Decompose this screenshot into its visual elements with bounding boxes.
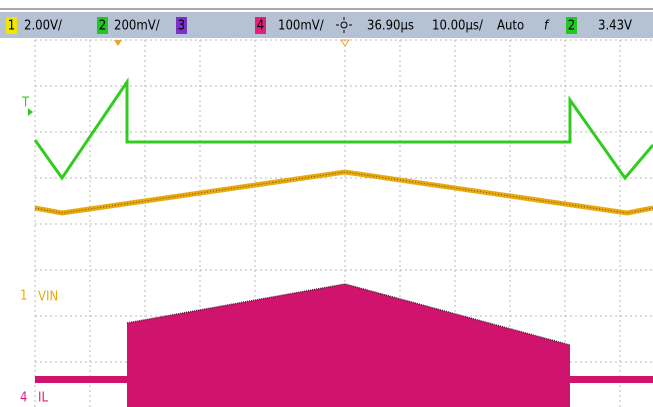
ch2-badge [97,17,108,34]
ch1-noise [34,171,653,214]
il-marker: 4 [20,391,27,406]
ch2-scale: 200mV/ [114,19,160,34]
ch4-envelope [126,283,571,346]
delay: 36.90µs [367,19,414,34]
ch3-badge [176,17,187,34]
ch2-waveform [33,77,653,181]
trigger-level-arrow [28,108,33,116]
vin-marker: 1 [20,289,27,304]
ch4-badge [255,17,266,34]
trigger-source: 2 [568,19,575,34]
timebase: 10.00µs/ [432,19,483,34]
ch3-number: 3 [178,19,185,34]
trigger-level: 3.43V [598,19,632,34]
delay-icon [336,17,352,33]
ch2-number: 2 [99,19,106,34]
vin-label: VIN [38,290,58,305]
ch4-waveform [35,284,653,407]
trigger-mode: Auto [497,19,524,34]
ch1-badge [6,17,17,34]
time-reference-marker [340,39,350,47]
trigger-level-marker: T [21,96,30,111]
ch1-scale: 2.00V/ [24,19,62,34]
ch4-scale: 100mV/ [278,19,324,34]
ch4-number: 4 [257,19,264,34]
ch1-number: 1 [8,19,15,34]
trigger-source-badge [566,17,577,34]
il-label: IL [38,391,48,406]
header-bar [0,12,653,38]
trigger-slope: f [544,19,550,34]
trigger-position-marker [114,40,122,46]
